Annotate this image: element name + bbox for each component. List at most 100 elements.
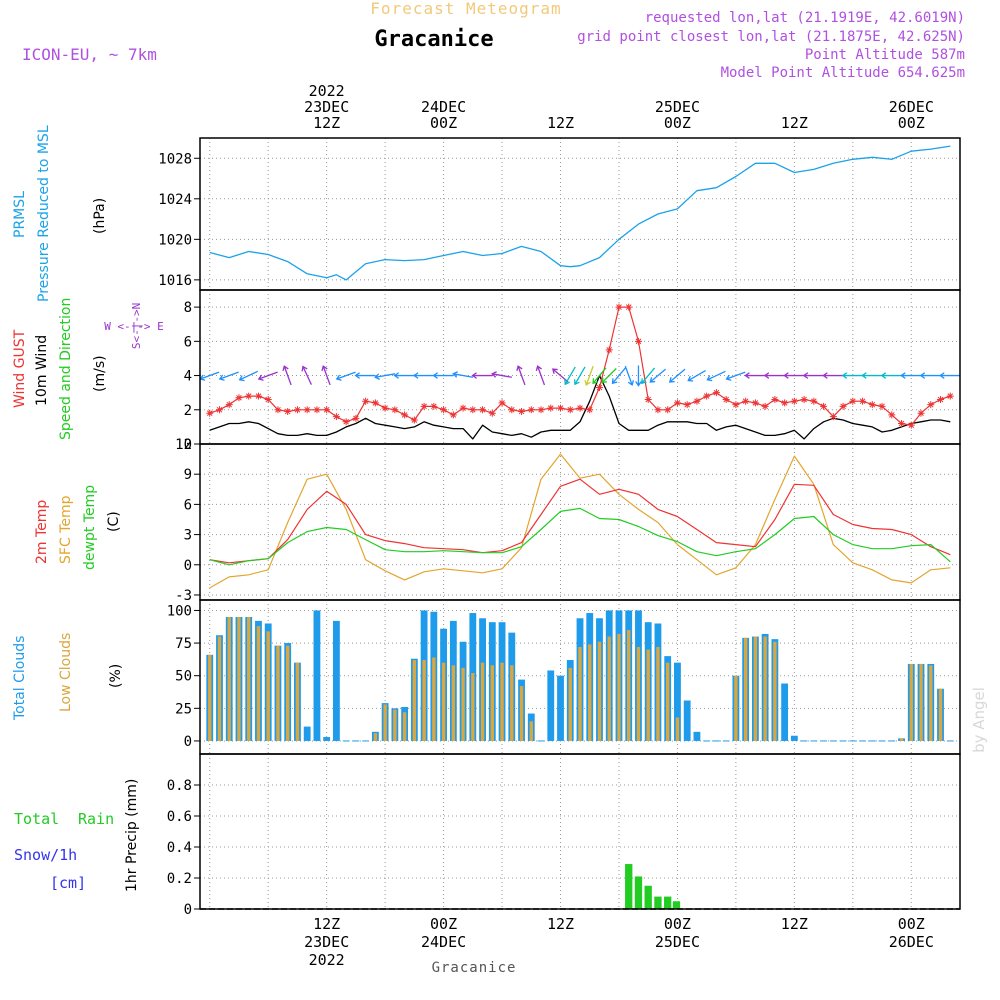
wind-gust-label: Wind GUST bbox=[12, 329, 28, 408]
temp-ytick-label: 3 bbox=[184, 528, 192, 544]
compass-ns: S<-|->N bbox=[130, 303, 143, 349]
wind-gust-marker bbox=[401, 411, 409, 419]
wind-direction-arrow bbox=[841, 372, 863, 379]
bottom-time-label: 12Z bbox=[313, 915, 340, 933]
bottom-time-label: 12Z bbox=[781, 915, 808, 933]
wind-gust-marker bbox=[235, 394, 243, 402]
precip-ytick-label: 0.4 bbox=[167, 840, 192, 856]
wind-direction-arrow bbox=[301, 365, 312, 385]
wind-gust-marker bbox=[683, 401, 691, 409]
rain-label: Rain bbox=[78, 810, 114, 828]
sfc-temp-line bbox=[209, 453, 951, 589]
wind-speed-line bbox=[209, 374, 951, 440]
wind-gust-marker bbox=[410, 416, 418, 424]
wind-direction-arrow bbox=[611, 367, 626, 385]
total-clouds-label: Total Clouds bbox=[12, 636, 28, 721]
wind-gust-marker bbox=[469, 406, 477, 414]
wind-gust-marker bbox=[381, 404, 389, 412]
temp-ytick-label: 6 bbox=[184, 497, 192, 513]
wind-gust-marker bbox=[898, 419, 906, 427]
wind-direction-arrow bbox=[802, 372, 824, 379]
wind-gust-marker bbox=[771, 396, 779, 404]
temp-ytick-label: -3 bbox=[175, 588, 192, 604]
wind-direction-arrow bbox=[725, 371, 746, 381]
low-clouds-bar bbox=[578, 646, 582, 741]
wind-gust-marker bbox=[625, 303, 633, 311]
grid-point-coords: grid point closest lon,lat (21.1875E, 42… bbox=[577, 29, 965, 45]
wind-gust-marker bbox=[907, 421, 915, 429]
wind-gust-marker bbox=[820, 402, 828, 410]
low-clouds-bar bbox=[237, 616, 241, 741]
wind-gust-marker bbox=[693, 397, 701, 405]
wind-direction-arrow bbox=[783, 372, 805, 379]
wind-gust-marker bbox=[342, 418, 350, 426]
low-clouds-bar bbox=[490, 665, 495, 741]
total-clouds-bar bbox=[547, 670, 555, 741]
wind-gust-marker bbox=[362, 397, 370, 405]
wind-direction-arrow bbox=[564, 366, 576, 386]
wind-gust-marker bbox=[927, 401, 935, 409]
wind-direction-arrow bbox=[432, 372, 454, 379]
low-clouds-bar bbox=[461, 667, 465, 741]
wind-gust-marker bbox=[595, 384, 603, 392]
pressure-label-prmsl: PRMSL bbox=[12, 191, 28, 238]
low-clouds-bar bbox=[393, 709, 397, 741]
location-title: Gracanice bbox=[374, 27, 493, 52]
clouds-axis-labels: Total Clouds Low Clouds (%) bbox=[12, 633, 124, 721]
snow-label: Snow/1h bbox=[14, 846, 77, 864]
top-time-label: 12Z bbox=[547, 114, 574, 132]
low-clouds-bar bbox=[276, 645, 280, 741]
bottom-time-label: 00Z bbox=[664, 915, 691, 933]
total-clouds-bar bbox=[693, 731, 701, 741]
precip-ytick-label: 0.8 bbox=[167, 778, 192, 794]
wind-gust-marker bbox=[313, 406, 321, 414]
bottom-time-label: 12Z bbox=[547, 915, 574, 933]
pressure-label-msl: Pressure Reduced to MSL bbox=[36, 125, 52, 302]
wind-axis-labels: Wind GUST 10m Wind Speed and Direction (… bbox=[12, 298, 164, 440]
wind-direction-arrow bbox=[687, 369, 706, 382]
low-clouds-bar bbox=[519, 686, 524, 741]
wind-gust-marker bbox=[274, 406, 282, 414]
clouds-panel: 0 25 50 75 100 bbox=[167, 599, 961, 755]
precip-axis-labels: Total Rain Snow/1h [cm] 1hr Precip (mm) bbox=[14, 779, 140, 892]
wind-gust-marker bbox=[654, 406, 662, 414]
precip-ytick-label: 0.2 bbox=[167, 871, 192, 887]
clouds-ytick-label: 25 bbox=[175, 701, 192, 717]
wind-gust-marker bbox=[352, 414, 360, 422]
wind-gust-marker bbox=[420, 402, 428, 410]
wind-gust-marker bbox=[839, 402, 847, 410]
wind-ytick-label: 2 bbox=[184, 403, 192, 419]
pressure-ytick-label: 1020 bbox=[158, 232, 192, 248]
low-clouds-bar bbox=[646, 649, 650, 741]
rain-bar bbox=[654, 896, 662, 909]
low-clouds-bar bbox=[402, 712, 407, 741]
precip-ytick-label: 0 bbox=[184, 902, 192, 918]
low-clouds-bar bbox=[529, 721, 533, 741]
wind-gust-marker bbox=[391, 406, 399, 414]
wind-gust-marker bbox=[664, 406, 672, 414]
wind-direction-arrow bbox=[551, 368, 569, 383]
low-clouds-bar bbox=[247, 616, 251, 741]
low-clouds-bar bbox=[763, 636, 767, 741]
wind-direction-arrow bbox=[919, 372, 941, 379]
rain-bar bbox=[664, 896, 672, 909]
low-clouds-bar bbox=[451, 665, 456, 741]
wind-gust-marker bbox=[576, 404, 584, 412]
bottom-time-label: 23DEC bbox=[304, 933, 349, 951]
temperature-panel: -3 0 3 6 9 12 bbox=[175, 437, 961, 604]
wind-panel: 0 2 4 6 8 bbox=[184, 289, 961, 453]
wind-gust-marker bbox=[761, 402, 769, 410]
wind-gust-marker bbox=[644, 396, 652, 404]
temp-ytick-label: 9 bbox=[184, 467, 192, 483]
wind-gust-marker bbox=[293, 406, 301, 414]
wind-gust-marker bbox=[303, 406, 311, 414]
wind-gust-marker bbox=[371, 399, 379, 407]
wind-gust-marker bbox=[781, 399, 789, 407]
wind-gust-marker bbox=[547, 404, 555, 412]
low-clouds-bar bbox=[227, 616, 231, 741]
wind-gust-marker bbox=[742, 397, 750, 405]
wind-direction-arrow bbox=[601, 368, 617, 384]
wind-gust-marker bbox=[634, 337, 642, 345]
